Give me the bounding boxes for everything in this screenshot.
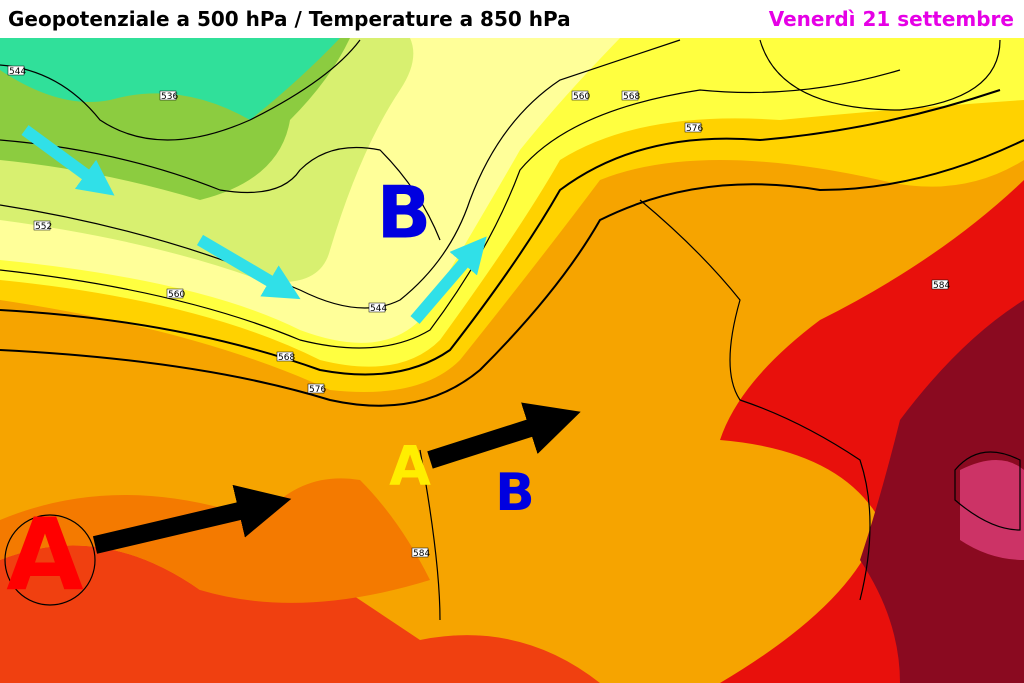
contour-label: 584 [413,549,430,559]
cold-flow-arrows [21,125,487,324]
contour-label: 584 [933,281,950,291]
weather-map: 544 536 552 560 568 576 544 560 568 576 … [0,38,1024,683]
contour-label: 536 [161,92,178,102]
contour-label: 576 [309,385,326,395]
high-pressure-label: A [6,496,83,613]
temp-field [0,545,600,683]
temp-field [0,38,340,120]
contour-label-boxes [7,65,949,558]
contour-label: 552 [35,222,52,232]
map-date: Venerdì 21 settembre [768,7,1014,31]
contour-label: 560 [573,92,590,102]
contour-label: 560 [168,290,185,300]
temp-field [960,460,1024,560]
low-pressure-label: B [377,171,432,255]
map-title: Geopotenziale a 500 hPa / Temperature a … [8,7,571,31]
contour-label: 568 [623,92,640,102]
temp-field [0,478,430,603]
contour-label: 544 [9,67,26,77]
contour-label: 576 [686,124,703,134]
low-pressure-label: B [495,463,535,523]
contour-label: 568 [278,353,295,363]
temp-field [860,300,1024,683]
high-pressure-label: A [389,435,431,498]
warm-flow-arrows [92,402,581,554]
contour-label: 544 [370,304,387,314]
